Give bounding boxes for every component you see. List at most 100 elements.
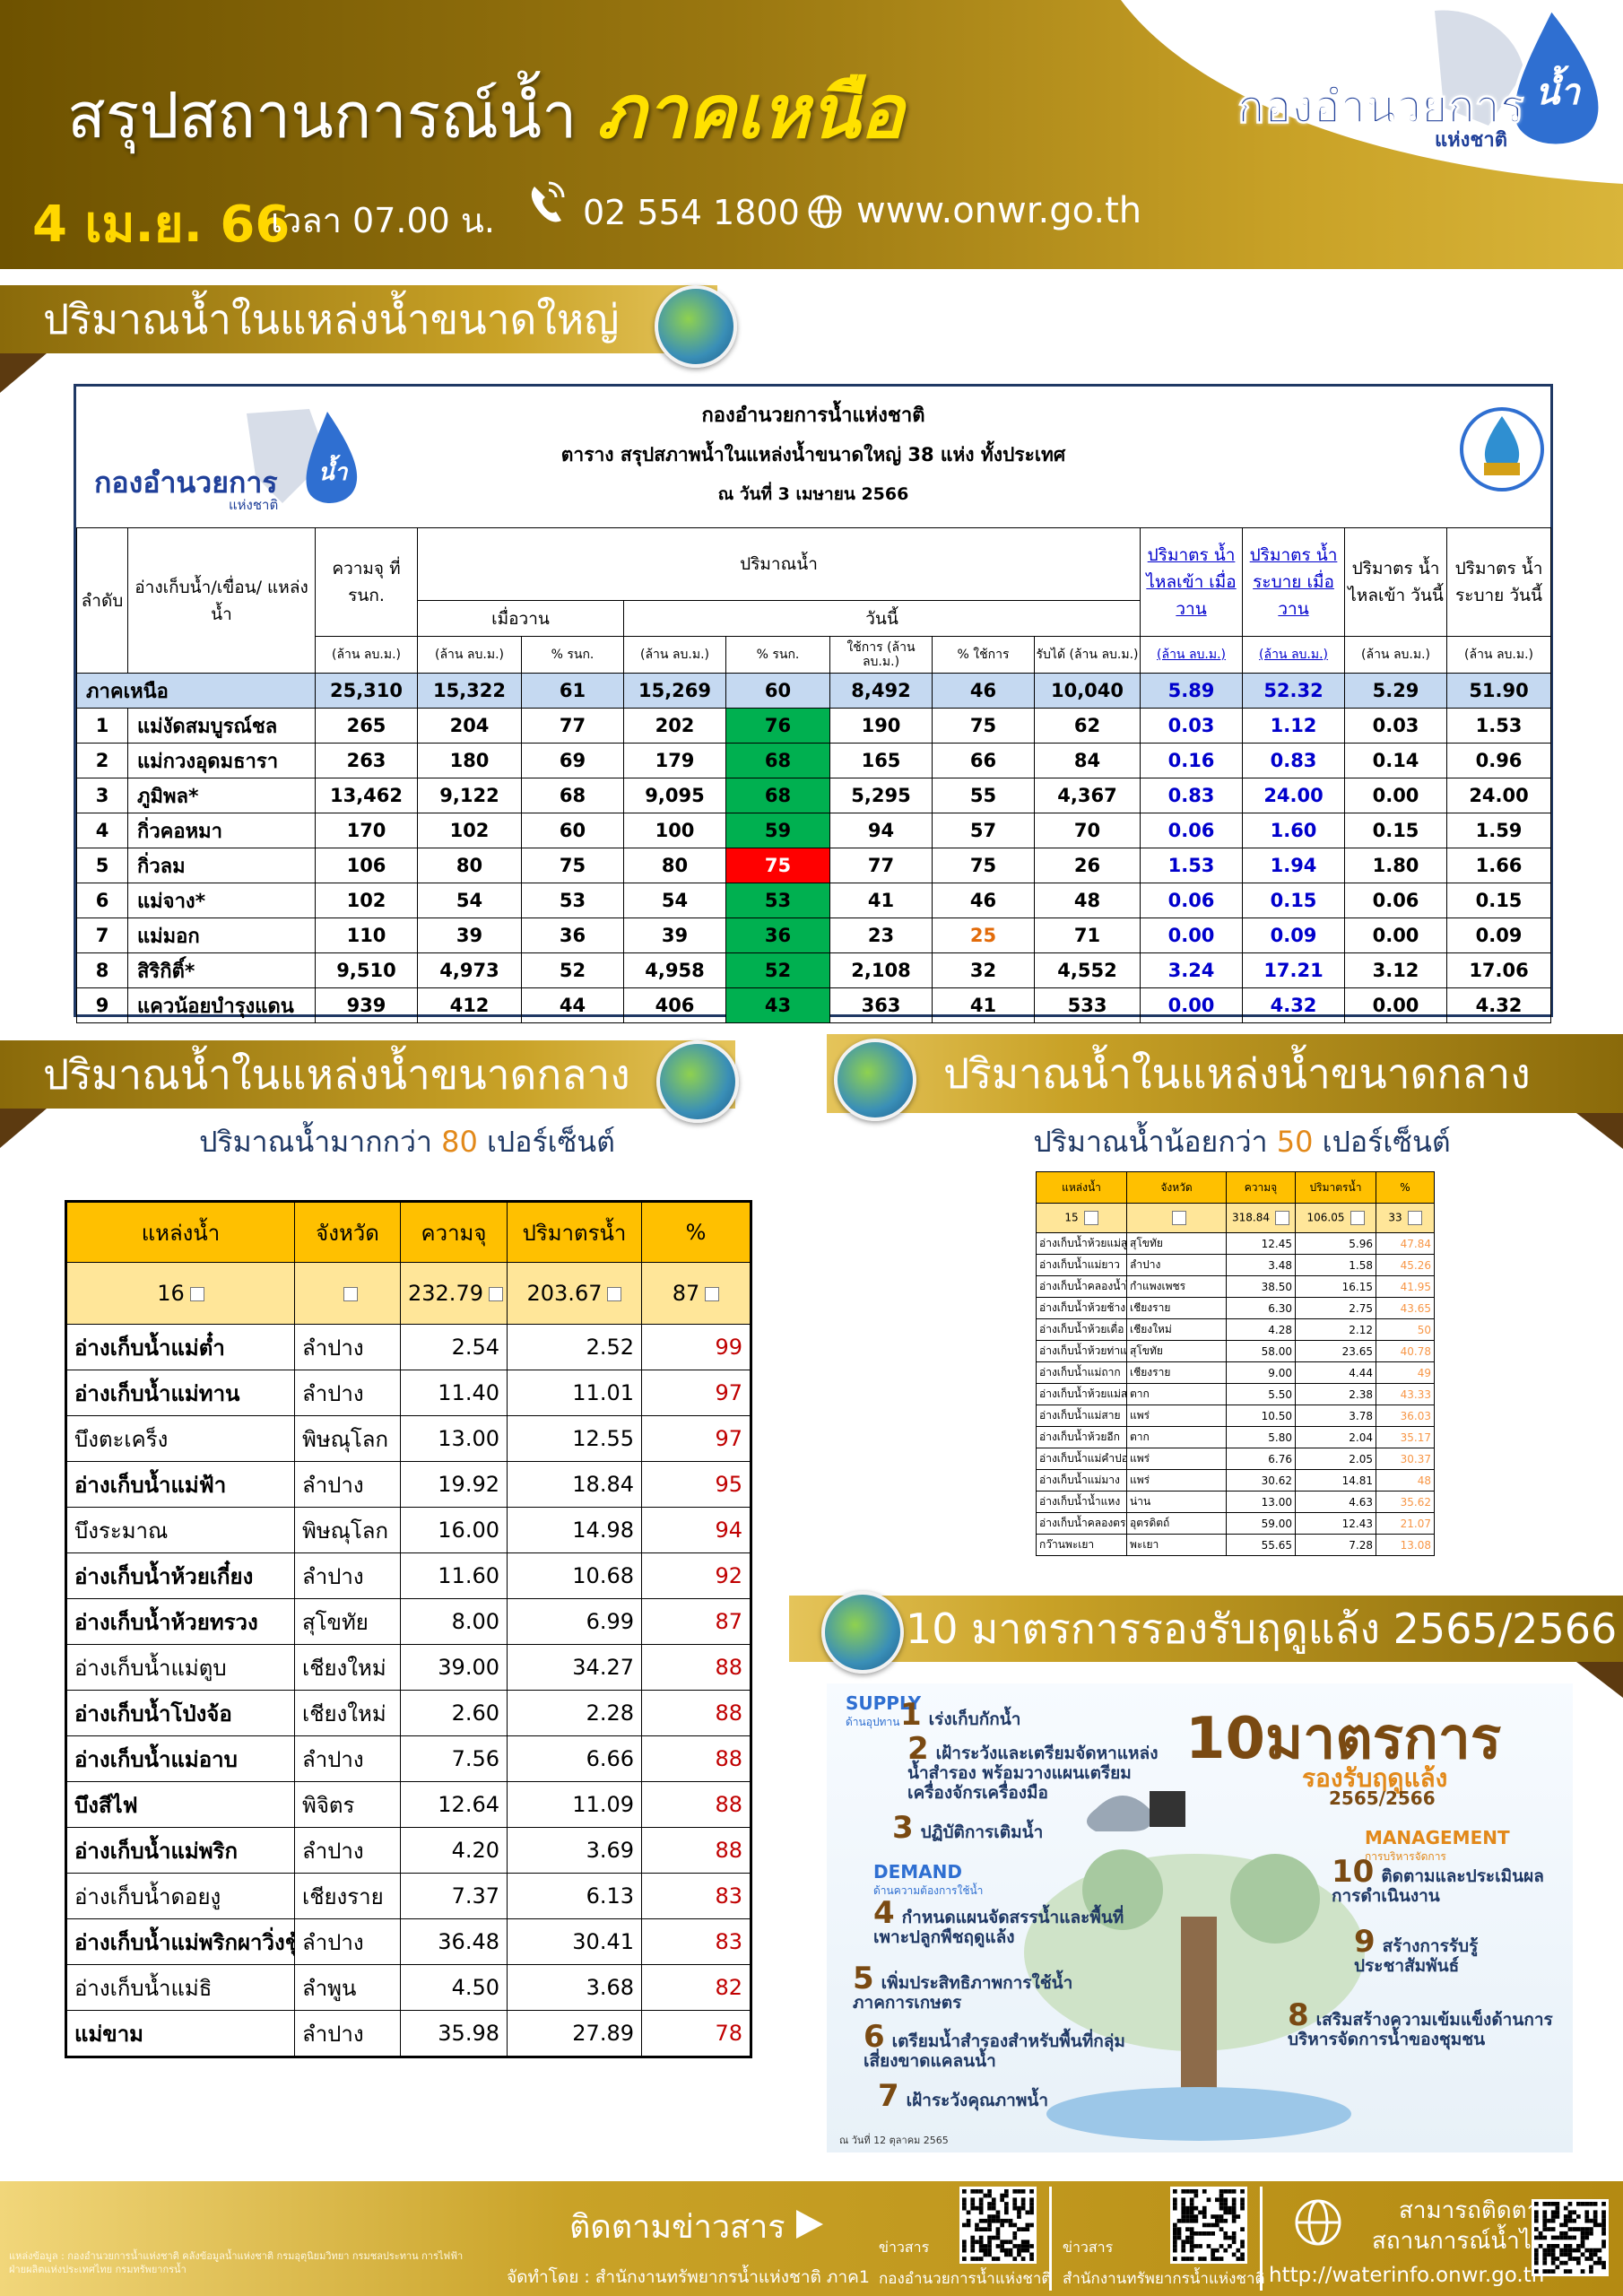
filter-button (189, 1287, 204, 1301)
header-cell: จังหวัด (1126, 1171, 1227, 1204)
cell: 0.15 (1242, 883, 1346, 918)
qr-code (1532, 2199, 1609, 2276)
filter-button (1275, 1211, 1289, 1225)
poster-sublabel: ด้านความต้องการใช้น้ำ (873, 1884, 984, 1897)
data-row: อ่างเก็บน้ำดอยงู เชียงราย 7.37 6.13 83 (65, 1873, 751, 1919)
cell: ลำปาง (294, 1827, 401, 1874)
measure-text: กำหนดแผนจัดสรรน้ำและพื้นที่เพาะปลูกพืชฤด… (873, 1908, 1124, 1947)
cell: 62 (1033, 708, 1141, 744)
filter-button (1172, 1211, 1186, 1225)
cell: 0.15 (1344, 813, 1448, 848)
cell: 170 (315, 813, 418, 848)
cell: 26 (1033, 848, 1141, 883)
reservoir-name: บึงสีไฟ (65, 1781, 295, 1828)
reservoir-name: อ่างเก็บน้ำแม่ยาว (1036, 1254, 1127, 1276)
reservoir-name: อ่างเก็บน้ำแม่มาง (1036, 1469, 1127, 1492)
cell: 0.14 (1344, 743, 1448, 778)
cell: 939 (315, 987, 418, 1023)
poster-art (1024, 1791, 1365, 2141)
cell: 55 (932, 778, 1035, 813)
cell: เชียงใหม่ (294, 1644, 401, 1691)
unit-cell: (ล้าน ลบ.ม.) (1446, 636, 1552, 674)
data-row: อ่างเก็บน้ำห้วยอีก ตาก 5.80 2.04 35.17 (1036, 1426, 1435, 1448)
cell: 54 (417, 883, 522, 918)
cell: 4,973 (417, 952, 522, 988)
section-banner: ปริมาณน้ำในแหล่งน้ำขนาดกลาง (827, 1034, 1623, 1113)
filter-button (488, 1287, 503, 1301)
unit-cell: (ล้าน ลบ.ม.) (417, 636, 522, 674)
banner-fold (1576, 1113, 1623, 1149)
reservoir-name: บึงตะเคร็ง (65, 1415, 295, 1462)
cell: 406 (623, 987, 726, 1023)
reservoir-name: แม่มอก (127, 918, 316, 953)
subtitle: ปริมาณน้ำมากกว่า 80 เปอร์เซ็นต์ (65, 1119, 750, 1165)
cell: 1.60 (1242, 813, 1346, 848)
reservoir-name: อ่างเก็บน้ำคลองตรอน (1036, 1512, 1127, 1535)
cell: 102 (417, 813, 522, 848)
reservoir-name: อ่างเก็บน้ำห้วยทรวง (65, 1598, 295, 1645)
data-row: อ่างเก็บน้ำคลองน้ำไหลกำแพงเพชร38.5016.15… (1036, 1275, 1435, 1298)
reservoir-name: แม่จาง* (127, 883, 316, 918)
cell: 5.50 (1226, 1383, 1296, 1405)
cell: 3.69 (507, 1827, 642, 1874)
header-cell: แหล่งน้ำ (1036, 1171, 1127, 1204)
cell: 88 (641, 1827, 751, 1874)
cell: 4.50 (400, 1964, 508, 2011)
reservoir-name: อ่างเก็บน้ำแม่ธิ (65, 1964, 295, 2011)
cell: 4.44 (1295, 1361, 1376, 1384)
cell: 533 (1033, 987, 1141, 1023)
data-row: อ่างเก็บน้ำแม่อาบ ลำปาง 7.56 6.66 88 (65, 1735, 751, 1782)
summary-value: 106.05 (1306, 1211, 1345, 1224)
cell: 75 (725, 848, 830, 883)
reservoir-name: แควน้อยบำรุงแดน (127, 987, 316, 1023)
filter-button (1407, 1211, 1422, 1225)
cell: 53 (725, 883, 830, 918)
cell: 27.89 (507, 2010, 642, 2057)
summary-row: 15 318.84 106.05 33 (1036, 1203, 1435, 1233)
summary-cell: 318.84 (1226, 1203, 1296, 1233)
cell: 6.13 (507, 1873, 642, 1919)
header-curve (531, 0, 1623, 229)
summary-cell (294, 1262, 401, 1325)
time: เวลา 07.00 น. (271, 201, 495, 240)
table-head: แหล่งน้ำ จังหวัด ความจุ ปริมาตรน้ำ% (65, 1201, 751, 1263)
cell: 5.89 (1140, 673, 1244, 709)
logo-water: น้ำ (318, 459, 348, 486)
reservoir-name: กิ่วคอหมา (127, 813, 316, 848)
poster-label: MANAGEMENT (1365, 1827, 1510, 1848)
cell: 9,095 (623, 778, 726, 813)
cell: 51.90 (1446, 673, 1552, 709)
cell: 0.00 (1344, 918, 1448, 953)
measure-number: 8 (1288, 1997, 1309, 2033)
cell: 70 (1033, 813, 1141, 848)
summary-row: 16 232.79 203.67 87 (65, 1262, 751, 1325)
cell: 9,122 (417, 778, 522, 813)
cell: 32 (932, 952, 1035, 988)
data-row: อ่างเก็บน้ำแม่ต๋ำ ลำปาง 2.54 2.52 99 (65, 1324, 751, 1370)
cell: 35.98 (400, 2010, 508, 2057)
header-cell: ปริมาณน้ำ (416, 527, 1141, 601)
cell: สุโขทัย (1126, 1232, 1227, 1255)
reservoir-name: อ่างเก็บน้ำห้วยอีก (1036, 1426, 1127, 1448)
cell: 1.53 (1140, 848, 1244, 883)
cell: 43.33 (1376, 1383, 1435, 1405)
measure-number: 6 (864, 2019, 885, 2055)
data-row: 3 ภูมิพล* 13,462 9,122 68 9,095 68 5,295 55 4,367… (76, 778, 1552, 813)
cell: 59 (725, 813, 830, 848)
table-date: ณ วันที่ 3 เมษายน 2566 (717, 484, 909, 504)
measure-number: 10 (1332, 1854, 1375, 1890)
row-number: 9 (76, 987, 128, 1023)
table-title: กองอำนวยการน้ำแห่งชาติ (701, 404, 925, 427)
cell: 58.00 (1226, 1340, 1296, 1362)
subtitle-text: เปอร์เซ็นต์ (1322, 1125, 1451, 1159)
measure-number: 9 (1354, 1924, 1376, 1960)
cell: 75 (521, 848, 624, 883)
cell: 1.59 (1446, 813, 1552, 848)
reservoir-name: อ่างเก็บน้ำแม่อาบ (65, 1735, 295, 1782)
reservoir-name: อ่างเก็บน้ำแม่ฟ้า (65, 1461, 295, 1508)
cell: 75 (932, 848, 1035, 883)
reservoir-name: อ่างเก็บน้ำห้วยเดื่อ (1036, 1318, 1127, 1341)
data-row: อ่างเก็บน้ำห้วยช้าง เชียงราย 6.30 2.75 43.65 (1036, 1297, 1435, 1319)
cell: 78 (641, 2010, 751, 2057)
